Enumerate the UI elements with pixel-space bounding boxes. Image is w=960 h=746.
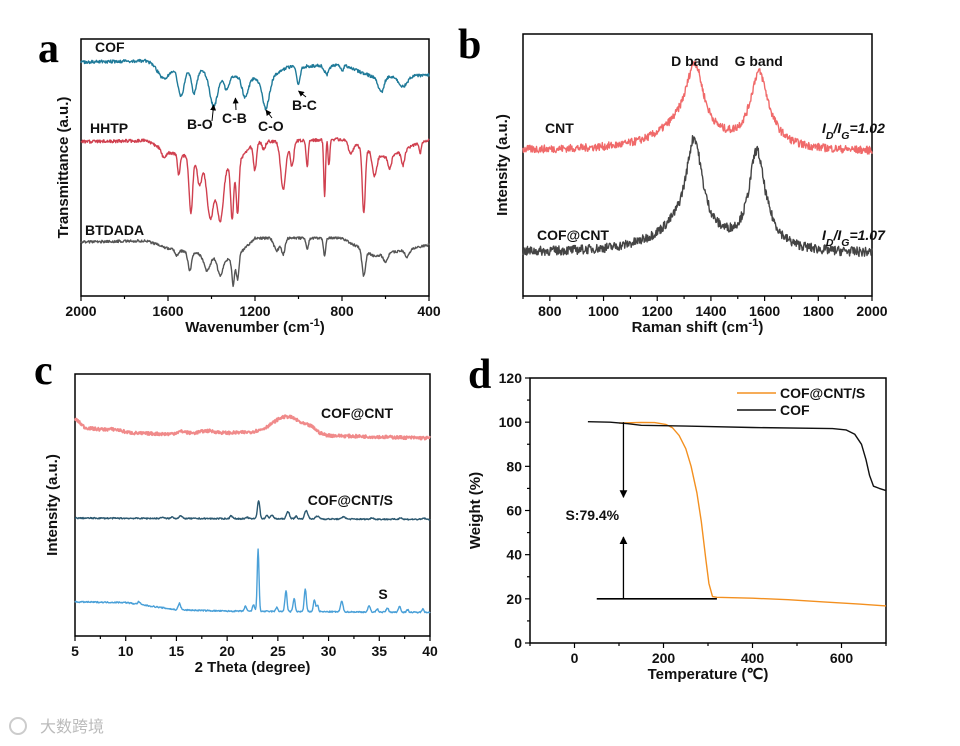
y-axis-label: Weight (%) xyxy=(467,472,484,549)
panel-letter: b xyxy=(458,22,481,68)
x-tick-label: 1200 xyxy=(239,303,270,319)
x-tick-label: 2000 xyxy=(65,303,96,319)
y-tick-label: 0 xyxy=(514,635,522,651)
y-tick-label: 80 xyxy=(506,458,522,474)
series-label: COF@CNT xyxy=(537,227,609,243)
id-ig-ratio: ID/IG=1.07 xyxy=(822,227,886,249)
series-label: S xyxy=(378,586,387,602)
series-line-cof-cnt-s xyxy=(74,500,431,521)
band-label: G band xyxy=(735,53,783,69)
annotation-arrow xyxy=(210,104,217,122)
peak-annotation: C-O xyxy=(258,118,284,134)
x-axis-label: Temperature (℃) xyxy=(648,666,769,683)
x-tick-label: 1600 xyxy=(749,303,780,319)
panel-d: d 0 200 400 600 0 20 40 60 80 100 120 Temperature (℃… xyxy=(467,352,887,683)
x-tick-label: 1000 xyxy=(588,303,619,319)
band-label: D band xyxy=(671,53,718,69)
y-axis-label: Transmittance (a.u.) xyxy=(55,97,72,239)
x-tick-label: 15 xyxy=(169,643,185,659)
x-tick-label: 800 xyxy=(330,303,354,319)
x-tick-label: 400 xyxy=(417,303,441,319)
series-line-cof xyxy=(80,58,430,111)
watermark-text: 大数跨境 xyxy=(40,717,104,736)
y-tick-label: 60 xyxy=(506,503,522,519)
annotation-arrow xyxy=(298,90,307,98)
x-tick-label: 1400 xyxy=(695,303,726,319)
y-tick-label: 100 xyxy=(499,414,523,430)
series-label: COF xyxy=(95,39,125,55)
series-line-cnt xyxy=(522,60,873,155)
peak-annotation: C-B xyxy=(222,110,247,126)
panel-b: b 800 1000 1200 1400 1600 1800 2000 Raman shift … xyxy=(458,22,888,336)
peak-annotation: B-C xyxy=(292,97,317,113)
watermark: 大数跨境 xyxy=(9,717,104,736)
series-line-cof-cnt xyxy=(74,414,431,441)
x-tick-label: 0 xyxy=(571,650,579,666)
x-tick-label: 1600 xyxy=(152,303,183,319)
series-line-cof-cnt xyxy=(522,134,873,258)
y-axis-label: Intensity (a.u.) xyxy=(494,114,511,216)
panel-letter: c xyxy=(34,348,53,394)
legend-label: COF xyxy=(780,402,810,418)
peak-annotation: B-O xyxy=(187,116,213,132)
x-tick-label: 200 xyxy=(652,650,676,666)
series-label: COF@CNT/S xyxy=(308,492,393,508)
series-line-s xyxy=(74,548,431,614)
panel-letter: a xyxy=(38,26,59,72)
series-label: CNT xyxy=(545,120,574,136)
series-line-btdada xyxy=(80,236,430,288)
x-tick-label: 1800 xyxy=(803,303,834,319)
y-tick-label: 40 xyxy=(506,547,522,563)
x-tick-label: 20 xyxy=(219,643,235,659)
annotation-arrow xyxy=(265,109,273,119)
series-label: COF@CNT xyxy=(321,405,393,421)
series-line-cof-cnt-s xyxy=(618,421,887,607)
sulfur-content-label: S:79.4% xyxy=(565,507,619,523)
x-tick-label: 30 xyxy=(321,643,337,659)
series-label: BTDADA xyxy=(85,222,144,238)
panel-letter: d xyxy=(468,352,491,398)
y-tick-label: 120 xyxy=(499,370,523,386)
panel-a: a 2000 1600 1200 800 400 Wavenumber (cm-1) Tran… xyxy=(38,26,441,336)
x-tick-label: 600 xyxy=(830,650,854,666)
y-axis-label: Intensity (a.u.) xyxy=(44,454,61,556)
x-tick-label: 5 xyxy=(71,643,79,659)
x-tick-label: 800 xyxy=(538,303,562,319)
panel-c: c 5 10 15 20 25 30 35 40 2 Theta (degree) Intensit… xyxy=(34,348,438,676)
x-tick-label: 10 xyxy=(118,643,134,659)
legend-label: COF@CNT/S xyxy=(780,385,865,401)
x-axis-label: 2 Theta (degree) xyxy=(195,659,311,676)
x-tick-label: 40 xyxy=(422,643,438,659)
plot-frame xyxy=(522,33,873,297)
x-tick-label: 25 xyxy=(270,643,286,659)
x-tick-label: 35 xyxy=(371,643,387,659)
x-tick-label: 400 xyxy=(741,650,765,666)
annotation-arrow xyxy=(232,97,239,111)
id-ig-ratio: ID/IG=1.02 xyxy=(822,120,885,142)
series-label: HHTP xyxy=(90,120,128,136)
x-tick-label: 1200 xyxy=(642,303,673,319)
y-tick-label: 20 xyxy=(506,591,522,607)
x-axis-label: Wavenumber (cm-1) xyxy=(185,317,325,336)
x-axis-label: Raman shift (cm-1) xyxy=(632,317,764,336)
series-line-hhtp xyxy=(80,137,430,223)
x-tick-label: 2000 xyxy=(856,303,887,319)
series-line-cof xyxy=(587,421,887,492)
